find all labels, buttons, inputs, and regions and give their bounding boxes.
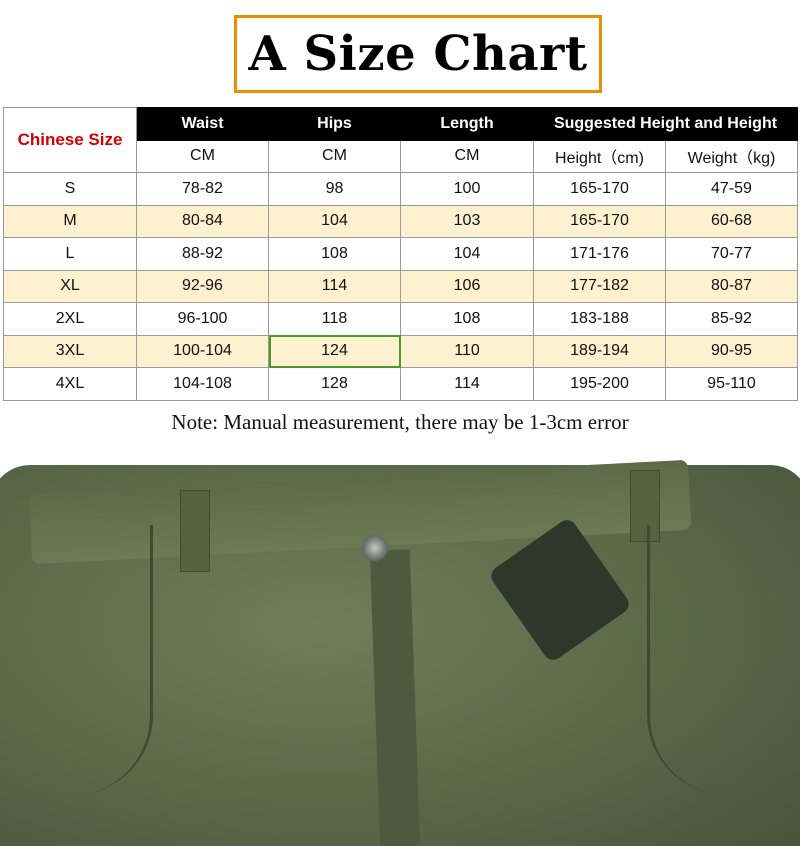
table-cell: 3XL — [3, 334, 137, 368]
table-cell: 98 — [268, 172, 401, 206]
table-cell: 2XL — [3, 302, 137, 336]
pocket-left — [10, 525, 153, 795]
unit-cell: Weight（kg) — [665, 139, 798, 173]
table-cell: XL — [3, 269, 137, 303]
table-cell: 189-194 — [533, 334, 666, 368]
pocket-right — [647, 525, 780, 795]
table-cell: 80-87 — [665, 269, 798, 303]
unit-row: CM CM CM Height（cm) Weight（kg) — [4, 139, 798, 173]
table-cell: 165-170 — [533, 204, 666, 238]
unit-cell: CM — [400, 139, 534, 173]
table-cell: 90-95 — [665, 334, 798, 368]
table-cell: S — [3, 172, 137, 206]
title-box: A Size Chart — [234, 15, 602, 93]
table-cell: 60-68 — [665, 204, 798, 238]
table-cell: 195-200 — [533, 367, 666, 401]
table-cell: 70-77 — [665, 237, 798, 271]
note-text: Note: Manual measurement, there may be 1… — [171, 410, 629, 434]
size-header: Chinese Size — [3, 107, 137, 173]
product-photo — [0, 455, 800, 846]
table-cell: 110 — [400, 334, 534, 368]
pants-image — [0, 459, 800, 846]
table-cell: 80-84 — [136, 204, 269, 238]
button-icon — [362, 535, 388, 561]
table-cell: 171-176 — [533, 237, 666, 271]
table-cell: 96-100 — [136, 302, 269, 336]
header-suggested: Suggested Height and Height — [533, 107, 798, 141]
fly — [369, 549, 421, 846]
table-cell: 183-188 — [533, 302, 666, 336]
table-cell: 118 — [268, 302, 401, 336]
table-cell: 47-59 — [665, 172, 798, 206]
header-waist: Waist — [136, 107, 269, 141]
table-cell: 78-82 — [136, 172, 269, 206]
table-row: XL 92-96 114 106 177-182 80-87 — [3, 269, 798, 303]
table-cell: 103 — [400, 204, 534, 238]
header-hips: Hips — [268, 107, 401, 141]
unit-cell: Height（cm) — [533, 139, 666, 173]
table-cell: 108 — [268, 237, 401, 271]
table-cell: 92-96 — [136, 269, 269, 303]
table-cell: 4XL — [3, 367, 137, 401]
table-cell: 114 — [268, 269, 401, 303]
table-row: S 78-82 98 100 165-170 47-59 — [3, 172, 798, 206]
table-row: 2XL 96-100 118 108 183-188 85-92 — [3, 302, 798, 336]
table-row: M 80-84 104 103 165-170 60-68 — [3, 204, 798, 238]
size-chart-table: Chinese Size Waist Hips Length Suggested… — [3, 107, 798, 401]
table-cell: 106 — [400, 269, 534, 303]
table-cell: 165-170 — [533, 172, 666, 206]
table-cell: M — [3, 204, 137, 238]
table-cell: 128 — [268, 367, 401, 401]
page-title: A Size Chart — [248, 26, 588, 82]
table-cell: 108 — [400, 302, 534, 336]
table-row: 3XL 100-104 124 110 189-194 90-95 — [3, 334, 798, 368]
table-cell: 124 — [268, 334, 401, 368]
table-cell: 114 — [400, 367, 534, 401]
header-row: Chinese Size Waist Hips Length Suggested… — [3, 107, 798, 173]
table-cell: 95-110 — [665, 367, 798, 401]
belt-loop — [180, 490, 210, 572]
table-cell: 88-92 — [136, 237, 269, 271]
table-cell: 104 — [400, 237, 534, 271]
table-cell: L — [3, 237, 137, 271]
unit-cell: CM — [268, 139, 401, 173]
table-cell: 177-182 — [533, 269, 666, 303]
table-cell: 104-108 — [136, 367, 269, 401]
table-row: L 88-92 108 104 171-176 70-77 — [3, 237, 798, 271]
table-cell: 85-92 — [665, 302, 798, 336]
unit-cell: CM — [136, 139, 269, 173]
table-row: 4XL 104-108 128 114 195-200 95-110 — [3, 367, 798, 401]
table-cell: 100 — [400, 172, 534, 206]
header-length: Length — [400, 107, 534, 141]
table-cell: 100-104 — [136, 334, 269, 368]
table-cell: 104 — [268, 204, 401, 238]
